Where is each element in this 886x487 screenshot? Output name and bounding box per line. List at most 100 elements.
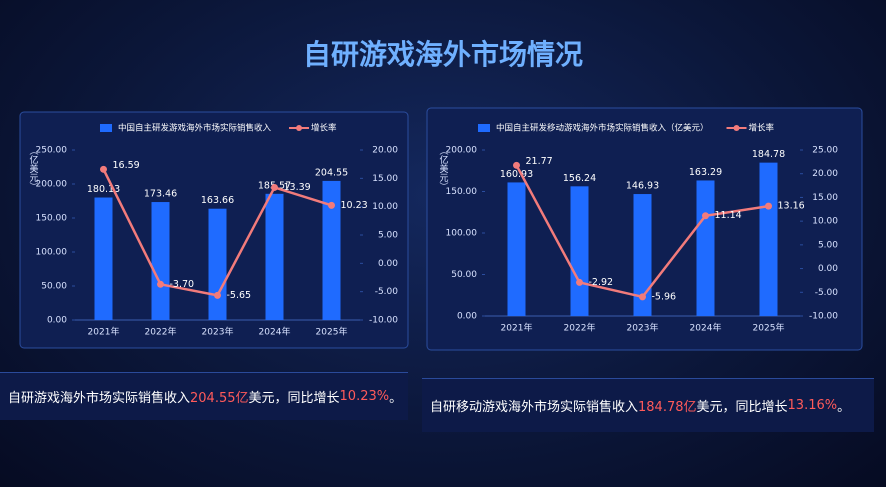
x-tick-label: 2021年: [501, 322, 533, 334]
y2-tick-label: -10.00: [809, 312, 838, 322]
caption-text: 13.16%: [787, 398, 838, 413]
caption-text: 美元，同比增长: [248, 391, 340, 406]
bar-value-label: 163.29: [689, 167, 722, 178]
y2-tick-label: 20.00: [812, 169, 838, 179]
legend-label: 增长率: [749, 123, 775, 134]
y-tick-label: 50.00: [41, 282, 67, 292]
bar-value-label: 180.13: [87, 184, 120, 195]
bar-value-label: 184.78: [752, 149, 785, 160]
caption-text: 204.55亿: [190, 391, 249, 406]
legend-label: 中国自主研发移动游戏海外市场实际销售收入（亿美元）: [496, 123, 709, 134]
y-axis-label: （亿美元）: [438, 146, 449, 191]
caption: 自研游戏海外市场实际销售收入 204.55亿 美元，同比增长 10.23%。: [0, 372, 408, 420]
legend-swatch: [733, 125, 740, 131]
caption: 自研移动游戏海外市场实际销售收入 184.78亿 美元，同比增长 13.16%。: [422, 378, 874, 432]
x-tick-label: 2025年: [316, 326, 348, 338]
caption-text: 美元，同比增长: [696, 400, 788, 415]
growth-point: [100, 165, 107, 173]
x-tick-label: 2025年: [753, 322, 785, 334]
y-tick-label: 100.00: [446, 229, 478, 239]
caption-text: 10.23%: [339, 389, 390, 404]
x-tick-label: 2024年: [259, 326, 291, 338]
y2-tick-label: 20.00: [372, 146, 398, 156]
y-tick-label: 250.00: [36, 146, 68, 156]
bar: [507, 182, 526, 316]
bar-value-label: 146.93: [626, 181, 659, 192]
bar: [570, 186, 589, 316]
bar-value-label: 204.55: [315, 167, 348, 178]
y2-tick-label: -5.00: [375, 287, 399, 297]
line-value-label: -5.96: [652, 291, 677, 302]
growth-point: [513, 161, 520, 169]
legend-swatch: [100, 124, 112, 132]
growth-point: [157, 280, 164, 288]
growth-point: [765, 202, 772, 210]
y-tick-label: 150.00: [446, 187, 478, 197]
y2-tick-label: 15.00: [812, 193, 838, 203]
caption-text: 184.78亿: [638, 400, 697, 415]
bar: [759, 162, 778, 316]
caption-text: 自研游戏海外市场实际销售收入: [8, 391, 191, 406]
y2-tick-label: 15.00: [372, 174, 398, 184]
y2-tick-label: 5.00: [378, 231, 398, 241]
bar-value-label: 156.24: [563, 173, 596, 184]
y2-tick-label: -5.00: [815, 288, 839, 298]
line-value-label: 16.59: [113, 160, 140, 171]
y2-tick-label: 10.00: [372, 202, 398, 212]
line-value-label: 10.23: [341, 200, 368, 211]
line-value-label: 11.14: [715, 210, 742, 221]
y-tick-label: 0.00: [457, 312, 477, 322]
y-tick-label: 100.00: [36, 248, 68, 258]
y-axis-label: （亿美元）: [28, 146, 39, 191]
x-tick-label: 2024年: [690, 322, 722, 334]
bar: [696, 180, 715, 316]
growth-point: [702, 212, 709, 220]
y2-tick-label: -10.00: [369, 316, 398, 326]
y2-tick-label: 25.00: [812, 146, 838, 156]
line-value-label: 13.16: [778, 201, 805, 212]
bar-value-label: 173.46: [144, 189, 177, 200]
bar: [151, 202, 170, 320]
caption-text: 。: [389, 391, 403, 406]
growth-point: [639, 293, 646, 301]
x-tick-label: 2021年: [88, 326, 120, 338]
y2-tick-label: 0.00: [378, 259, 398, 269]
legend-label: 增长率: [311, 123, 337, 134]
slide-title: 自研游戏海外市场情况: [303, 38, 583, 71]
bar-value-label: 163.66: [201, 195, 234, 206]
x-tick-label: 2023年: [202, 326, 234, 338]
bar: [265, 193, 284, 320]
growth-point: [576, 278, 583, 286]
y-tick-label: 200.00: [36, 180, 68, 190]
line-value-label: -2.92: [589, 277, 614, 288]
bar-value-label: 160.93: [500, 169, 533, 180]
bar: [633, 194, 652, 316]
line-value-label: 13.39: [284, 182, 311, 193]
growth-point: [214, 291, 221, 299]
y-tick-label: 50.00: [451, 270, 477, 280]
legend-label: 中国自主研发游戏海外市场实际销售收入: [118, 123, 272, 134]
x-tick-label: 2023年: [627, 322, 659, 334]
bar: [94, 197, 113, 320]
line-value-label: -3.70: [170, 279, 195, 290]
bar: [208, 208, 227, 320]
line-value-label: -5.65: [227, 290, 252, 301]
y2-tick-label: 5.00: [818, 240, 838, 250]
line-value-label: 21.77: [526, 156, 553, 167]
y2-tick-label: 0.00: [818, 264, 838, 274]
growth-point: [271, 183, 278, 191]
y-tick-label: 150.00: [36, 214, 68, 224]
x-tick-label: 2022年: [145, 326, 177, 338]
x-tick-label: 2022年: [564, 322, 596, 334]
caption-text: 。: [837, 400, 851, 415]
caption-text: 自研移动游戏海外市场实际销售收入: [430, 400, 639, 415]
y2-tick-label: 10.00: [812, 217, 838, 227]
y-tick-label: 200.00: [446, 146, 478, 156]
bar: [322, 180, 341, 320]
y-tick-label: 0.00: [47, 316, 67, 326]
growth-point: [328, 201, 335, 209]
legend-swatch: [296, 125, 303, 131]
legend-swatch: [478, 124, 490, 132]
